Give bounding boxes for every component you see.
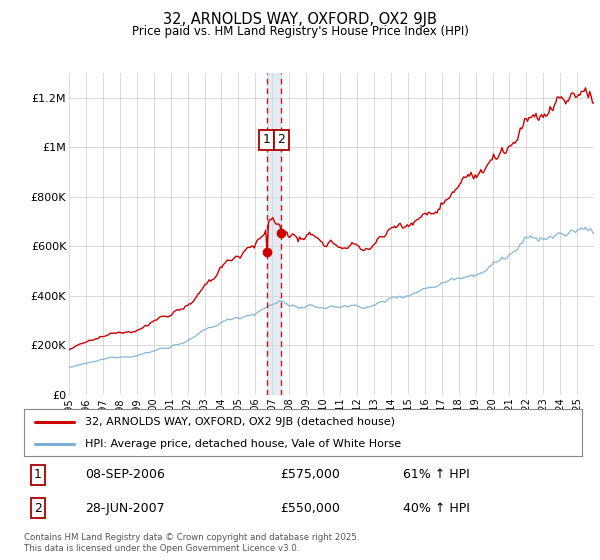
- Text: 1: 1: [34, 468, 42, 481]
- Text: 28-JUN-2007: 28-JUN-2007: [85, 502, 165, 515]
- Text: Price paid vs. HM Land Registry's House Price Index (HPI): Price paid vs. HM Land Registry's House …: [131, 25, 469, 38]
- Text: 2: 2: [34, 502, 42, 515]
- Text: 32, ARNOLDS WAY, OXFORD, OX2 9JB (detached house): 32, ARNOLDS WAY, OXFORD, OX2 9JB (detach…: [85, 417, 395, 427]
- Text: 40% ↑ HPI: 40% ↑ HPI: [403, 502, 470, 515]
- Text: 32, ARNOLDS WAY, OXFORD, OX2 9JB: 32, ARNOLDS WAY, OXFORD, OX2 9JB: [163, 12, 437, 27]
- Text: £550,000: £550,000: [281, 502, 341, 515]
- Text: 61% ↑ HPI: 61% ↑ HPI: [403, 468, 470, 481]
- Text: Contains HM Land Registry data © Crown copyright and database right 2025.
This d: Contains HM Land Registry data © Crown c…: [24, 533, 359, 553]
- Bar: [267, 73, 281, 395]
- Text: 08-SEP-2006: 08-SEP-2006: [85, 468, 165, 481]
- Text: 2: 2: [278, 133, 286, 146]
- Text: HPI: Average price, detached house, Vale of White Horse: HPI: Average price, detached house, Vale…: [85, 438, 401, 449]
- Text: 1: 1: [262, 133, 270, 146]
- Text: £575,000: £575,000: [281, 468, 341, 481]
